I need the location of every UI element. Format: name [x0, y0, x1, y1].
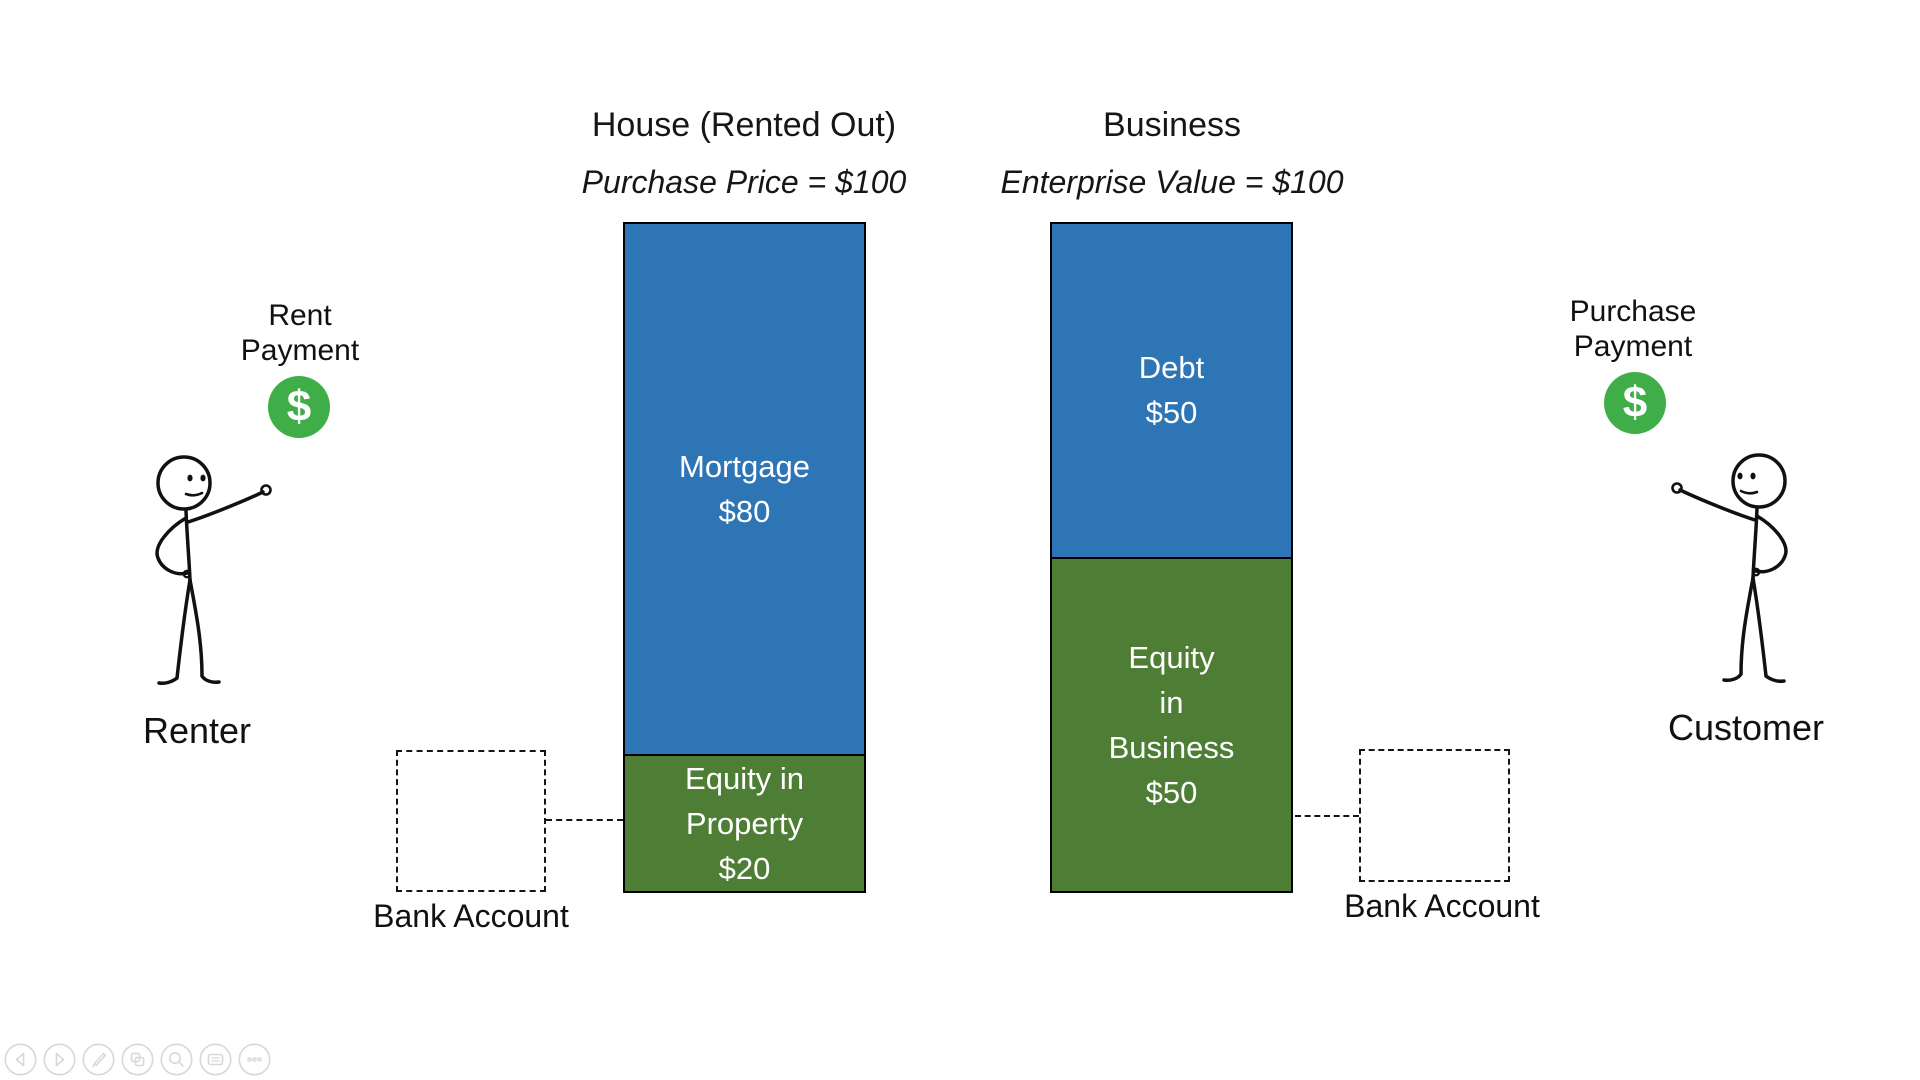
rent-payment-label: Rent Payment — [180, 298, 420, 368]
segment-label-line: $20 — [718, 851, 771, 886]
zoom-icon[interactable] — [160, 1043, 193, 1076]
pen-icon[interactable] — [82, 1043, 115, 1076]
renter-label: Renter — [142, 710, 252, 751]
shapes-icon[interactable] — [121, 1043, 154, 1076]
house-capital-structure-bar: Mortgage $80 Equity in Property $20 — [623, 222, 866, 893]
rent-payment-line: Rent — [268, 299, 332, 332]
equity-in-property-segment: Equity in Property $20 — [625, 754, 864, 891]
rent-payment-line: Payment — [240, 334, 360, 367]
dashed-connector — [546, 819, 623, 821]
equity-in-business-segment: Equity in Business $50 — [1052, 556, 1291, 891]
segment-label-line: Equity — [1128, 639, 1215, 675]
renter-stick-figure — [155, 455, 272, 685]
purchase-payment-label: Purchase Payment — [1513, 294, 1753, 364]
customer-stick-figure — [1671, 453, 1788, 683]
dollar-symbol: $ — [1622, 378, 1648, 427]
mortgage-segment: Mortgage $80 — [625, 224, 864, 754]
house-chart-title: House (Rented Out) — [591, 106, 897, 144]
segment-label-line: Mortgage — [679, 449, 810, 484]
dollar-symbol: $ — [286, 382, 312, 431]
business-capital-structure-bar: Debt $50 Equity in Business $50 — [1050, 222, 1293, 893]
debt-segment: Debt $50 — [1052, 224, 1291, 557]
dollar-icon: $ — [268, 376, 330, 438]
segment-label-line: in — [1159, 684, 1184, 720]
segment-label-line: $50 — [1145, 395, 1198, 431]
keyboard-icon[interactable] — [199, 1043, 232, 1076]
house-chart-subtitle: Purchase Price = $100 — [581, 164, 907, 200]
segment-label-line: Business — [1108, 729, 1235, 765]
dollar-icon: $ — [1604, 372, 1666, 434]
purchase-payment-line: Payment — [1573, 330, 1693, 363]
purchase-payment-line: Purchase — [1569, 295, 1697, 328]
segment-label-line: Debt — [1138, 350, 1205, 386]
segment-label-line: $50 — [1145, 774, 1198, 810]
bank-account-label: Bank Account — [373, 898, 569, 934]
segment-label-line: Equity in — [685, 761, 804, 796]
figure-head — [1731, 453, 1787, 509]
bank-account-box — [396, 750, 546, 892]
segment-label-line: $80 — [718, 494, 771, 529]
customer-label: Customer — [1667, 707, 1825, 748]
app-toolbar — [4, 1043, 271, 1076]
back-icon[interactable] — [4, 1043, 37, 1076]
segment-label-line: Property — [685, 806, 804, 841]
business-chart-subtitle: Enterprise Value = $100 — [1000, 164, 1344, 200]
bank-account-box — [1359, 749, 1510, 882]
business-chart-title: Business — [1103, 106, 1241, 144]
forward-icon[interactable] — [43, 1043, 76, 1076]
more-icon[interactable] — [238, 1043, 271, 1076]
bank-account-label: Bank Account — [1344, 888, 1540, 924]
figure-head — [156, 455, 212, 511]
dashed-connector — [1295, 815, 1359, 817]
